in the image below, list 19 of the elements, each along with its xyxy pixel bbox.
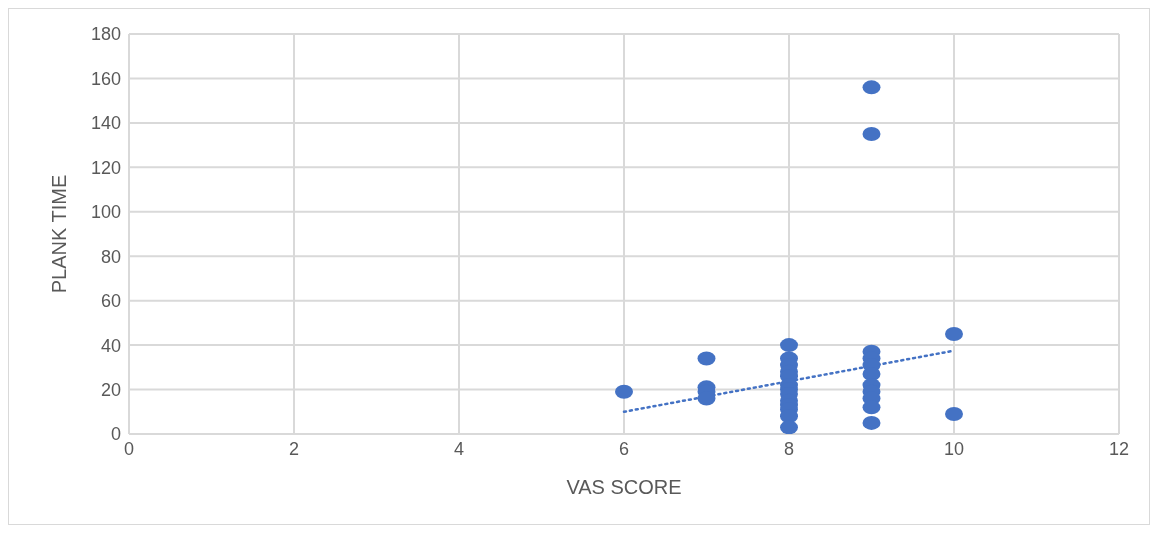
x-tick-label: 4 (453, 438, 465, 459)
x-tick-label: 10 (943, 438, 965, 459)
y-tick-label: 60 (100, 291, 121, 312)
y-tick-label: 100 (90, 202, 121, 223)
y-tick-label: 120 (90, 157, 121, 178)
x-axis-title: VAS SCORE (566, 476, 682, 498)
y-axis-title: PLANK TIME (48, 174, 71, 294)
y-tick-label: 0 (110, 424, 121, 445)
x-tick-label: 8 (783, 438, 795, 459)
x-tick-label: 6 (618, 438, 630, 459)
y-tick-label: 140 (90, 113, 121, 134)
x-tick-label: 2 (288, 438, 300, 459)
x-tick-label: 12 (1108, 438, 1130, 459)
y-tick-label: 80 (100, 246, 121, 267)
y-tick-label: 20 (100, 379, 121, 400)
y-tick-label: 160 (90, 68, 121, 89)
x-tick-label: 0 (123, 438, 135, 459)
y-tick-label: 180 (90, 24, 121, 45)
y-tick-label: 40 (100, 335, 121, 356)
